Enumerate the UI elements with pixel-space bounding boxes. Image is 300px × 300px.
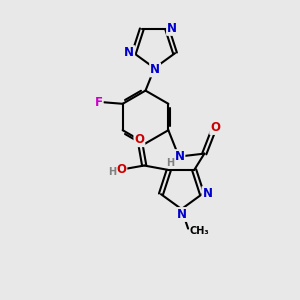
Text: N: N xyxy=(202,187,212,200)
Text: O: O xyxy=(210,121,220,134)
Text: N: N xyxy=(124,46,134,59)
Text: H: H xyxy=(167,158,175,168)
Text: H: H xyxy=(108,167,116,176)
Text: N: N xyxy=(150,63,160,76)
Text: O: O xyxy=(134,133,144,146)
Text: N: N xyxy=(177,208,187,221)
Text: N: N xyxy=(167,22,177,35)
Text: N: N xyxy=(175,150,184,163)
Text: F: F xyxy=(94,96,103,109)
Text: O: O xyxy=(116,163,126,176)
Text: CH₃: CH₃ xyxy=(189,226,209,236)
